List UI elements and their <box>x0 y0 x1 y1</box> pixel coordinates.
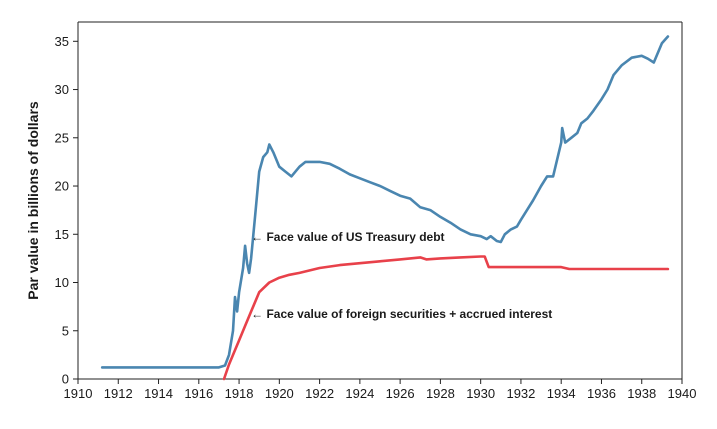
x-axis-ticks: 1910 1912 1914 1916 1918 1920 1922 1924 1926 1928… <box>64 379 697 401</box>
y-tick-label: 20 <box>55 179 69 194</box>
y-tick-label: 15 <box>55 227 69 242</box>
x-tick-label: 1936 <box>587 386 616 401</box>
x-tick-label: 1918 <box>225 386 254 401</box>
x-tick-label: 1916 <box>184 386 213 401</box>
plot-frame <box>77 21 683 380</box>
x-tick-label: 1914 <box>144 386 173 401</box>
y-tick-label: 35 <box>55 34 69 49</box>
series-layer <box>100 35 670 381</box>
series-annotation: ← Face value of foreign securities + acc… <box>251 307 552 321</box>
x-tick-label: 1910 <box>64 386 93 401</box>
x-tick-label: 1930 <box>466 386 495 401</box>
y-tick-label: 0 <box>62 372 69 387</box>
x-tick-label: 1924 <box>345 386 374 401</box>
y-axis-ticks: 0 5 10 15 20 25 30 35 <box>55 34 78 387</box>
y-axis-title: Par value in billions of dollars <box>25 101 41 300</box>
series-line-foreign-securities <box>222 255 670 381</box>
y-tick-label: 10 <box>55 275 69 290</box>
x-tick-label: 1940 <box>668 386 697 401</box>
x-tick-label: 1934 <box>547 386 576 401</box>
y-tick-label: 5 <box>62 323 69 338</box>
x-tick-label: 1938 <box>627 386 656 401</box>
x-tick-label: 1928 <box>426 386 455 401</box>
series-annotation: ← Face value of US Treasury debt <box>251 230 444 244</box>
annotation-layer: ← Face value of US Treasury debt ← Face v… <box>251 230 552 321</box>
y-tick-label: 25 <box>55 130 69 145</box>
series-line-us-treasury-debt <box>100 35 670 369</box>
y-tick-label: 30 <box>55 82 69 97</box>
x-tick-label: 1922 <box>305 386 334 401</box>
x-tick-label: 1926 <box>386 386 415 401</box>
x-tick-label: 1932 <box>506 386 535 401</box>
x-tick-label: 1912 <box>104 386 133 401</box>
x-tick-label: 1920 <box>265 386 294 401</box>
